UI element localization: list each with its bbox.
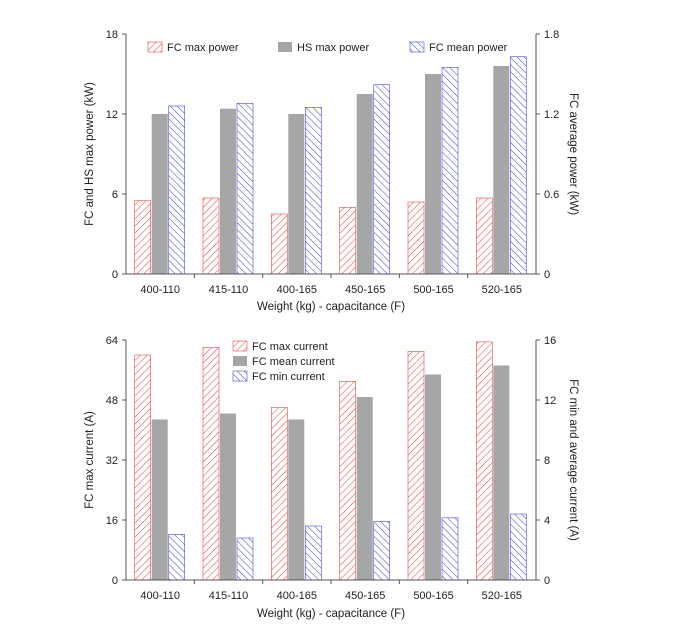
x-axis-title: Weight (kg) - capacitance (F) bbox=[257, 608, 405, 620]
bar-fc-max-power-415-110 bbox=[202, 197, 220, 275]
bar-fc-mean-power-500-165 bbox=[441, 67, 459, 275]
legend-swatch bbox=[233, 356, 247, 366]
bar-fc-min-current-500-165 bbox=[441, 517, 459, 581]
x-tick-label: 450-165 bbox=[345, 284, 385, 296]
bar-hs-max-power-400-110 bbox=[151, 114, 168, 274]
x-tick-label: 450-165 bbox=[345, 590, 385, 602]
y-tick-label-left: 48 bbox=[106, 395, 118, 407]
y-axis-title-right: FC min and average current (A) bbox=[567, 379, 579, 541]
bar-fc-max-current-450-165 bbox=[339, 380, 357, 581]
bar-fc-mean-current-400-110 bbox=[151, 419, 168, 580]
bar-fc-max-current-520-165 bbox=[475, 341, 493, 581]
bar-fc-max-current-400-110 bbox=[134, 354, 151, 581]
bar-hs-max-power-500-165 bbox=[425, 74, 441, 274]
bar-fc-mean-current-400-165 bbox=[288, 419, 305, 580]
x-tick-label: 520-165 bbox=[482, 284, 522, 296]
bar-fc-mean-current-500-165 bbox=[425, 374, 441, 580]
legend-label: FC max power bbox=[167, 42, 239, 54]
legend-swatch bbox=[232, 340, 248, 352]
bar-fc-mean-power-400-165 bbox=[304, 107, 322, 275]
legend-swatch bbox=[232, 370, 248, 382]
legend-swatch bbox=[278, 42, 292, 52]
y-tick-label-left: 32 bbox=[106, 455, 118, 467]
bar-fc-max-current-400-165 bbox=[270, 407, 288, 581]
y-tick-label-right: 16 bbox=[544, 335, 556, 347]
y-tick-label-right: 0 bbox=[544, 575, 550, 587]
y-tick-label-right: 8 bbox=[544, 455, 550, 467]
y-axis-title-left: FC max current (A) bbox=[84, 411, 96, 509]
bar-hs-max-power-415-110 bbox=[220, 108, 236, 274]
bar-fc-min-current-450-165 bbox=[373, 521, 391, 581]
bar-hs-max-power-400-165 bbox=[288, 114, 305, 274]
bar-fc-max-power-400-165 bbox=[270, 213, 288, 275]
y-tick-label-right: 0 bbox=[544, 269, 550, 281]
bar-fc-min-current-400-165 bbox=[304, 525, 322, 581]
legend-label: FC mean current bbox=[252, 356, 335, 368]
bar-hs-max-power-450-165 bbox=[356, 94, 373, 274]
y-tick-label-right: 4 bbox=[544, 515, 550, 527]
x-tick-label: 400-110 bbox=[140, 590, 180, 602]
x-tick-label: 415-110 bbox=[209, 284, 249, 296]
bar-fc-min-current-415-110 bbox=[236, 537, 254, 581]
y-axis-title-right: FC average power (kW) bbox=[567, 93, 579, 215]
y-tick-label-left: 18 bbox=[106, 29, 118, 41]
bar-fc-mean-power-415-110 bbox=[236, 103, 254, 275]
x-tick-label: 400-165 bbox=[277, 590, 317, 602]
y-tick-label-left: 0 bbox=[112, 269, 118, 281]
y-tick-label-right: 1.8 bbox=[544, 29, 559, 41]
bar-fc-max-power-520-165 bbox=[475, 197, 493, 275]
x-tick-label: 400-110 bbox=[140, 284, 180, 296]
legend-label: HS max power bbox=[297, 42, 369, 54]
power-chart: 0 6 12 18 0 0.6 1.2 1.8 400-110 415-110 400-165 450… bbox=[84, 29, 579, 313]
bar-fc-mean-current-450-165 bbox=[356, 397, 373, 580]
x-tick-label: 500-165 bbox=[413, 590, 453, 602]
y-tick-label-left: 12 bbox=[106, 109, 118, 121]
legend-label: FC min current bbox=[252, 371, 325, 383]
legend-swatch bbox=[147, 41, 163, 53]
bar-fc-min-current-520-165 bbox=[509, 513, 527, 581]
x-axis-title: Weight (kg) - capacitance (F) bbox=[257, 301, 405, 313]
bar-fc-min-current-400-110 bbox=[168, 533, 185, 581]
bar-fc-mean-power-520-165 bbox=[509, 56, 527, 275]
y-tick-label-right: 1.2 bbox=[544, 109, 559, 121]
y-tick-label-left: 16 bbox=[106, 515, 118, 527]
bar-fc-max-power-450-165 bbox=[339, 207, 357, 275]
bar-fc-max-power-500-165 bbox=[407, 201, 425, 275]
bar-fc-mean-power-400-110 bbox=[168, 105, 185, 275]
bar-hs-max-power-520-165 bbox=[493, 66, 510, 274]
x-tick-label: 500-165 bbox=[413, 284, 453, 296]
bar-fc-mean-power-450-165 bbox=[373, 84, 391, 275]
y-axis-title-left: FC and HS max power (kW) bbox=[84, 82, 96, 226]
bar-fc-mean-current-415-110 bbox=[220, 413, 236, 580]
y-tick-label-left: 0 bbox=[112, 575, 118, 587]
y-tick-label-right: 12 bbox=[544, 395, 556, 407]
x-tick-label: 415-110 bbox=[209, 590, 249, 602]
bar-fc-max-current-415-110 bbox=[202, 347, 220, 581]
bar-fc-max-current-500-165 bbox=[407, 350, 425, 581]
legend-label: FC mean power bbox=[429, 42, 508, 54]
x-tick-label: 520-165 bbox=[482, 590, 522, 602]
legend-label: FC max current bbox=[252, 341, 328, 353]
y-tick-label-right: 0.6 bbox=[544, 189, 559, 201]
bar-fc-mean-current-520-165 bbox=[493, 365, 510, 580]
x-tick-label: 400-165 bbox=[277, 284, 317, 296]
y-tick-label-left: 64 bbox=[106, 335, 118, 347]
legend-swatch bbox=[409, 41, 425, 53]
bar-fc-max-power-400-110 bbox=[134, 200, 151, 275]
y-tick-label-left: 6 bbox=[112, 189, 118, 201]
